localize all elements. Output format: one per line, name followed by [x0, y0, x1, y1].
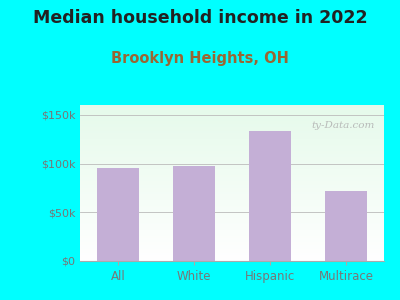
Bar: [173, 167, 215, 261]
Text: Brooklyn Heights, OH: Brooklyn Heights, OH: [111, 51, 289, 66]
Bar: [325, 191, 367, 261]
Bar: [97, 168, 139, 261]
Text: ty-Data.com: ty-Data.com: [312, 121, 375, 130]
Bar: [249, 131, 291, 261]
Text: Median household income in 2022: Median household income in 2022: [33, 9, 367, 27]
